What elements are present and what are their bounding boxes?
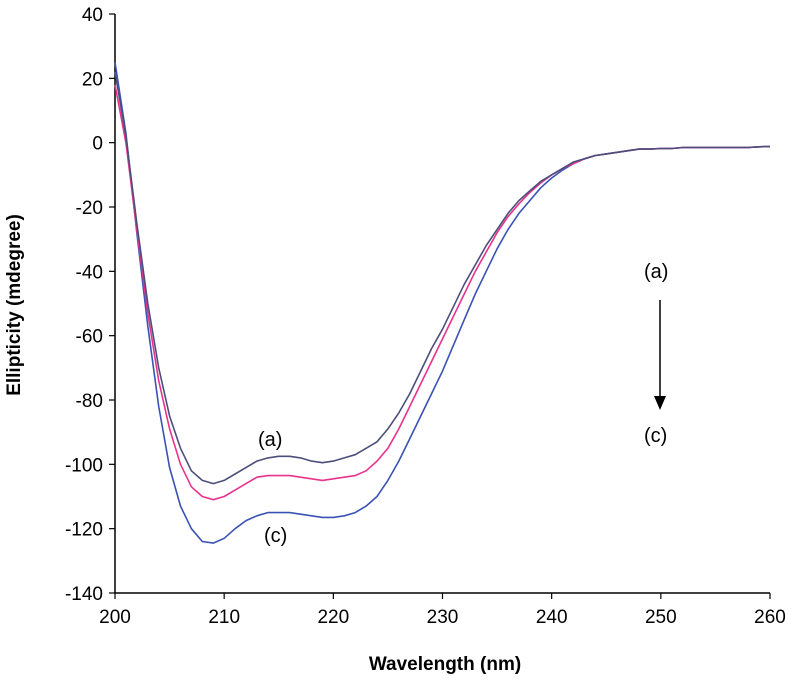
y-tick-label: -120 (65, 520, 103, 541)
y-tick-label: -40 (76, 262, 103, 283)
x-axis-title: Wavelength (nm) (369, 654, 521, 675)
annotation-layer: (a) (c) (a) (c) (258, 261, 668, 547)
trend-arrow-head (654, 396, 666, 410)
trend-start-label: (a) (644, 261, 668, 283)
series-layer (114, 62, 771, 544)
y-tick-label: 20 (82, 69, 103, 90)
y-tick-label: -60 (76, 327, 103, 348)
x-tick-label: 210 (208, 607, 240, 628)
y-tick-label: 40 (82, 5, 103, 26)
y-tick-label: -80 (76, 391, 103, 412)
y-axis-title: Ellipticity (mdegree) (4, 214, 25, 396)
x-tick-label: 200 (99, 607, 131, 628)
series-line-c (114, 62, 771, 544)
y-tick-label: -140 (65, 584, 103, 605)
curve-label-c: (c) (264, 525, 287, 547)
x-tick-label: 230 (427, 607, 459, 628)
x-tick-label: 240 (536, 607, 568, 628)
series-line-a (114, 71, 771, 485)
x-tick-label: 260 (754, 607, 786, 628)
y-tick-label: -100 (65, 455, 103, 476)
curve-label-a: (a) (258, 429, 282, 451)
x-tick-label: 220 (317, 607, 349, 628)
x-tick-label: 250 (645, 607, 677, 628)
series-line-b (114, 84, 771, 501)
y-tick-label: 0 (92, 134, 103, 155)
y-tick-label: -20 (76, 198, 103, 219)
trend-end-label: (c) (644, 425, 667, 447)
